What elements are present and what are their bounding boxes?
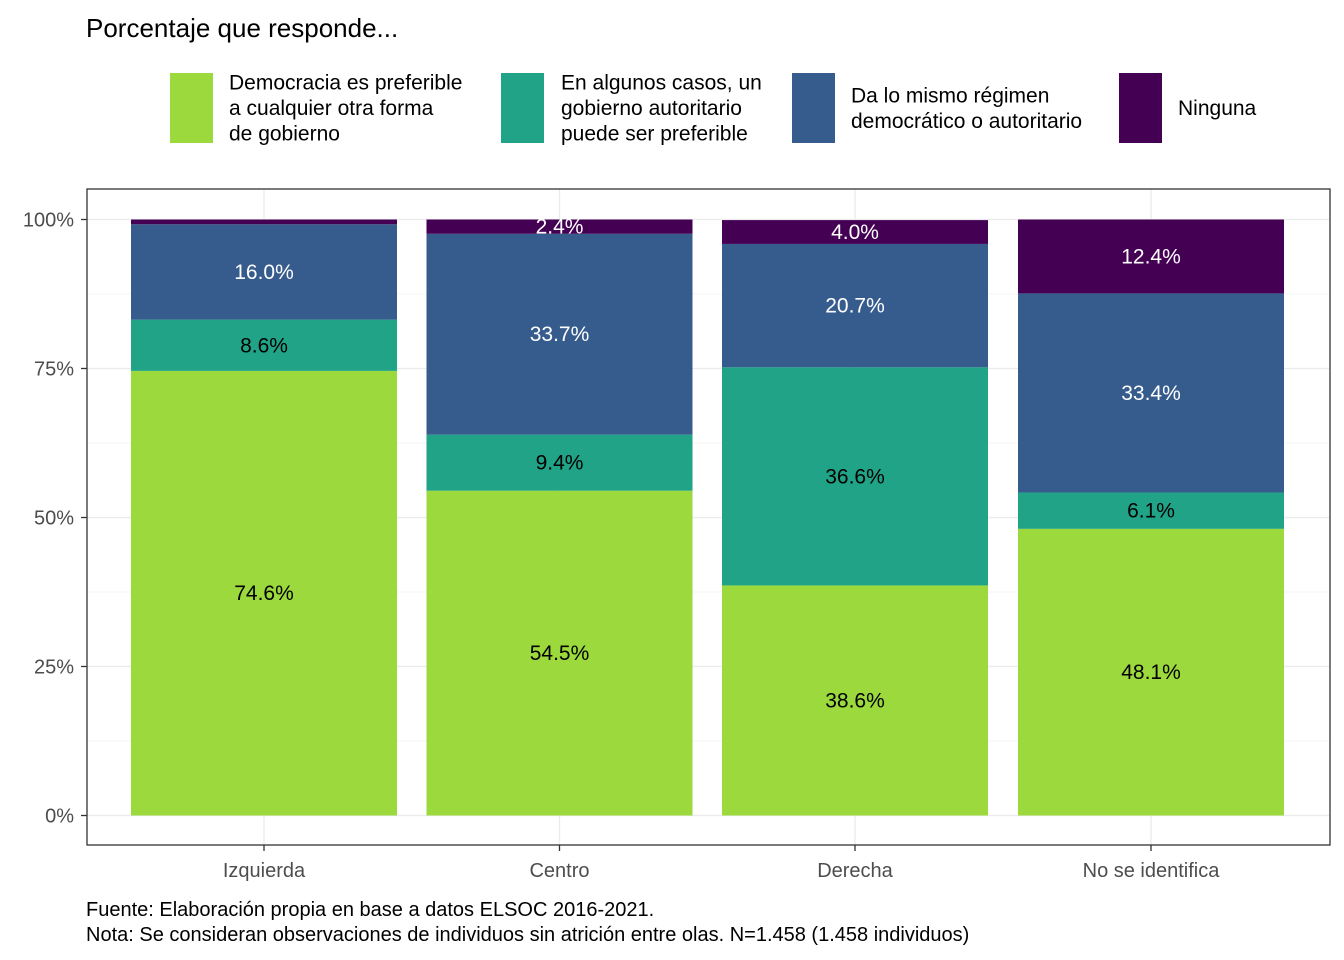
data-label-no-se-identifica-series-4: 12.4% (1121, 245, 1181, 268)
bar-izquierda-series-1 (131, 370, 397, 816)
data-label-centro-series-3: 33.7% (530, 323, 590, 346)
data-label-derecha-series-2: 36.6% (825, 465, 885, 488)
bars (131, 219, 1284, 816)
bar-izquierda-series-4 (131, 219, 397, 225)
legend-label-series-3: Da lo mismo régimen (851, 84, 1049, 107)
data-label-centro-series-4: 2.4% (536, 216, 584, 239)
data-label-no-se-identifica-series-2: 6.1% (1127, 500, 1175, 523)
bar-no-se-identifica-series-2 (1018, 492, 1284, 529)
x-tick-label-derecha: Derecha (817, 860, 893, 882)
bar-centro-series-4 (426, 219, 693, 234)
data-labels: 74.6% 8.6% 16.0% 54.5% 9.4% 33.7% 2.4% 38.6% 36.… (234, 216, 1181, 713)
legend-label-series-2: puede ser preferible (561, 123, 748, 146)
legend-label-series-2: En algunos casos, un (561, 72, 762, 95)
data-label-izquierda-series-1: 74.6% (234, 582, 294, 605)
bar-centro-series-1 (426, 490, 693, 816)
data-label-derecha-series-3: 20.7% (825, 295, 885, 318)
x-tick-label-centro: Centro (529, 860, 589, 882)
legend-label-series-1: Democracia es preferible (229, 72, 462, 95)
data-label-no-se-identifica-series-1: 48.1% (1121, 661, 1181, 684)
legend-label-series-1: de gobierno (229, 123, 340, 146)
bar-derecha-series-1 (722, 585, 988, 816)
y-tick-label: 0% (45, 806, 74, 828)
legend-label-series-4: Ninguna (1178, 97, 1257, 120)
bar-no-se-identifica-series-3 (1018, 293, 1284, 493)
y-tick-label: 25% (34, 657, 74, 679)
data-label-centro-series-1: 54.5% (530, 642, 590, 665)
bar-no-se-identifica-series-4 (1018, 219, 1284, 294)
bar-no-se-identifica-series-1 (1018, 528, 1284, 816)
bar-derecha-series-2 (722, 367, 988, 586)
legend-key-series-1 (170, 73, 213, 143)
bar-centro-series-3 (426, 233, 693, 435)
y-tick-label: 75% (34, 359, 74, 381)
legend-key-series-2 (501, 73, 544, 143)
bar-izquierda-series-2 (131, 319, 397, 371)
legend-key-series-3 (792, 73, 835, 143)
data-label-izquierda-series-2: 8.6% (240, 334, 288, 357)
x-tick-label-izquierda: Izquierda (223, 860, 306, 882)
bar-derecha-series-4 (722, 220, 988, 244)
y-axis: 0% 25% 50% 75% 100% (23, 210, 87, 828)
legend-label-series-2: gobierno autoritario (561, 97, 742, 120)
data-label-izquierda-series-3: 16.0% (234, 261, 294, 284)
caption-source: Fuente: Elaboración propia en base a dat… (86, 899, 654, 921)
data-label-no-se-identifica-series-3: 33.4% (1121, 382, 1181, 405)
x-axis: Izquierda Centro Derecha No se identifica (223, 845, 1220, 882)
chart-title: Porcentaje que responde... (86, 13, 398, 43)
y-tick-label: 50% (34, 508, 74, 530)
bar-derecha-series-3 (722, 243, 988, 368)
caption-note: Nota: Se consideran observaciones de ind… (86, 924, 969, 946)
y-tick-label: 100% (23, 210, 74, 232)
bar-izquierda-series-3 (131, 224, 397, 320)
legend-label-series-1: a cualquier otra forma (229, 97, 434, 120)
bar-centro-series-2 (426, 434, 693, 491)
legend-label-series-3: democrático o autoritario (851, 110, 1082, 133)
legend-key-series-4 (1119, 73, 1162, 143)
data-label-derecha-series-4: 4.0% (831, 221, 879, 244)
data-label-centro-series-2: 9.4% (536, 452, 584, 475)
data-label-derecha-series-1: 38.6% (825, 689, 885, 712)
x-tick-label-no-se-identifica: No se identifica (1083, 860, 1221, 882)
